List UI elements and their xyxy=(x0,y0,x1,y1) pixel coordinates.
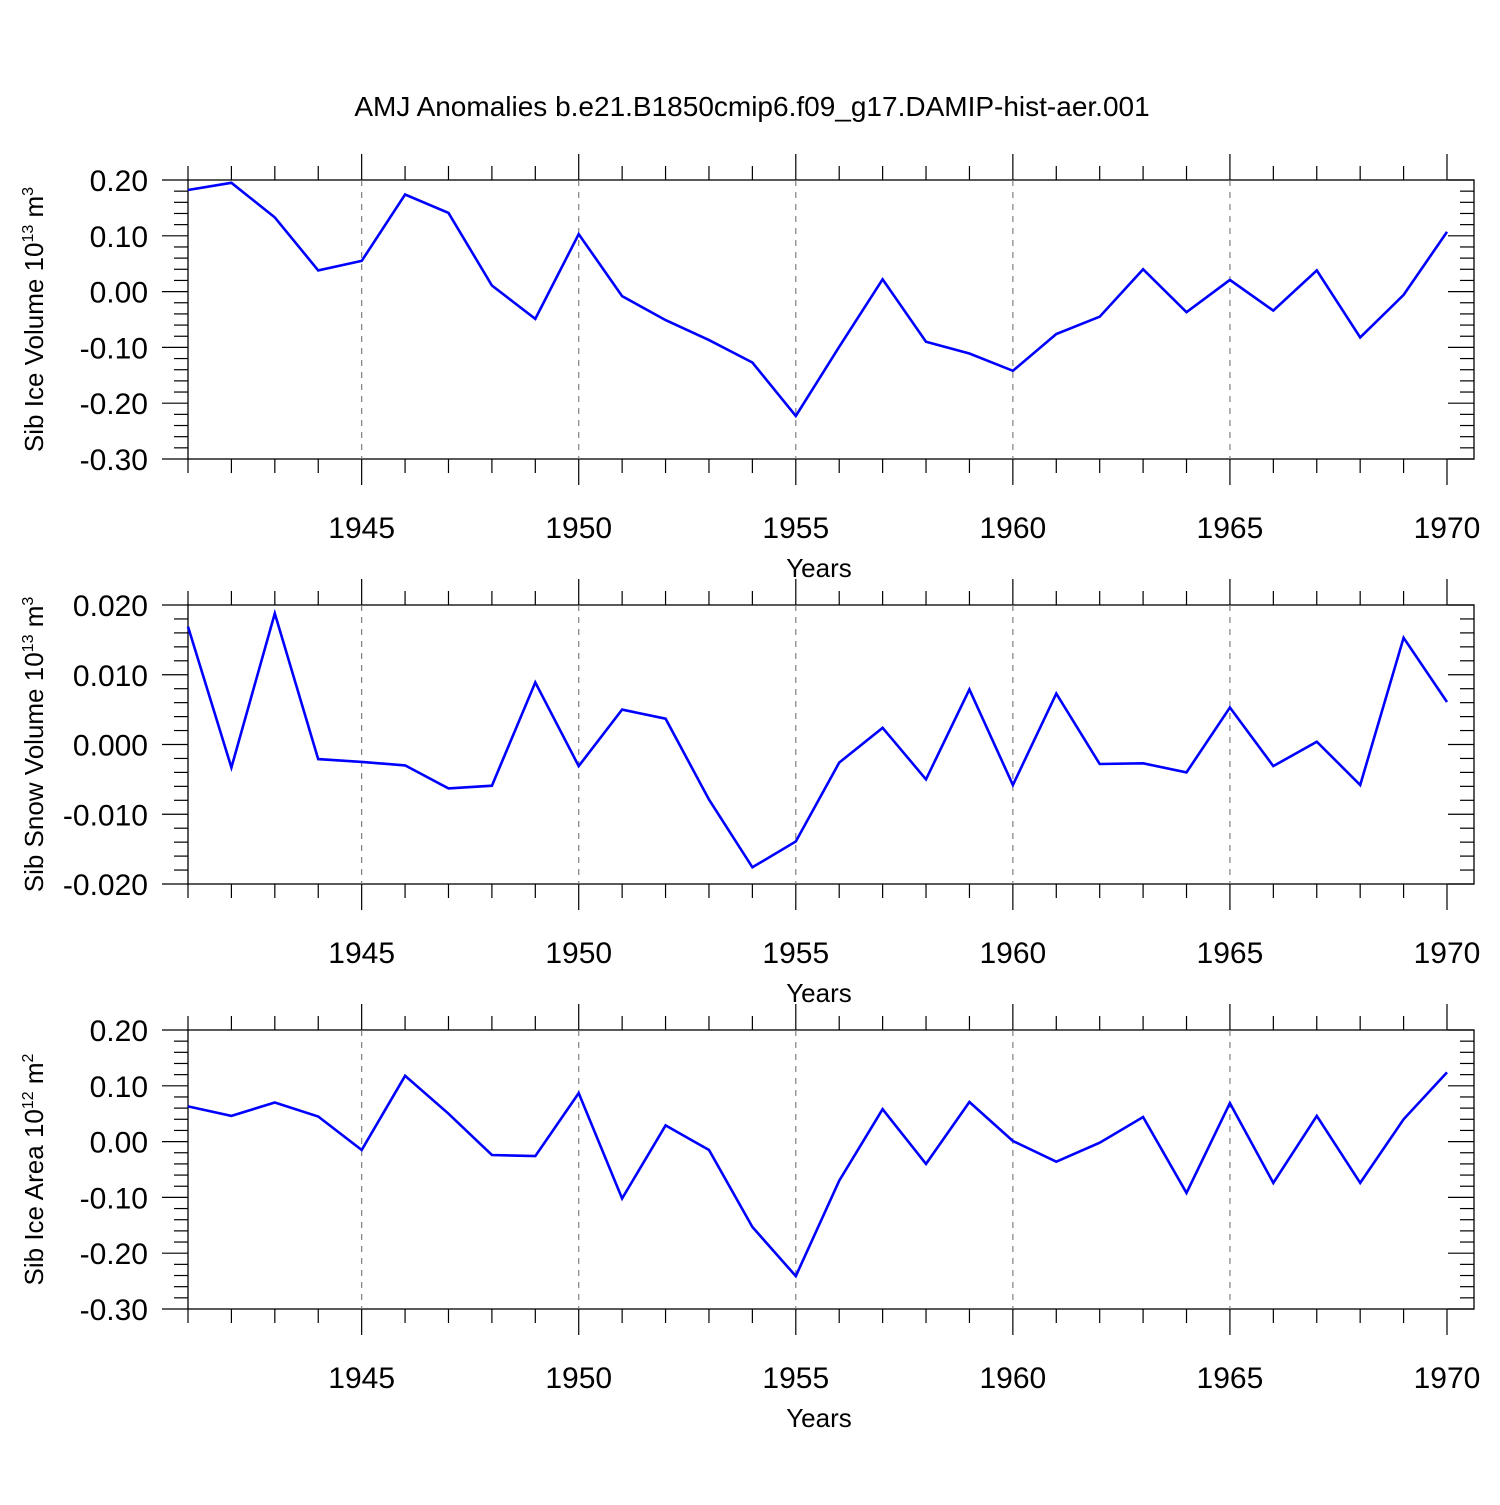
x-tick-label: 1945 xyxy=(328,512,395,545)
series-line xyxy=(188,183,1447,416)
y-axis-label-superscript: 2 xyxy=(20,1053,37,1062)
y-tick-label: -0.020 xyxy=(63,869,148,902)
x-tick-label: 1960 xyxy=(979,512,1046,545)
x-axis-label: Years xyxy=(786,553,852,583)
y-axis-label-part: Sib Ice Volume 10 xyxy=(19,243,49,453)
y-axis-label-superscript: 3 xyxy=(20,597,37,606)
series-line xyxy=(188,613,1447,867)
y-axis-label-part: m xyxy=(19,606,49,635)
x-tick-label: 1950 xyxy=(545,937,612,970)
y-tick-label: -0.30 xyxy=(80,444,148,477)
y-axis-label-superscript: 3 xyxy=(20,187,37,196)
x-axis-label: Years xyxy=(786,978,852,1008)
x-tick-label: 1955 xyxy=(762,512,829,545)
x-tick-label: 1965 xyxy=(1197,937,1264,970)
x-tick-label: 1950 xyxy=(545,512,612,545)
series-line xyxy=(188,1072,1447,1276)
x-tick-label: 1960 xyxy=(979,937,1046,970)
y-tick-label: 0.000 xyxy=(73,730,148,763)
y-tick-label: -0.10 xyxy=(80,1182,148,1215)
y-tick-label: 0.00 xyxy=(90,1127,148,1160)
x-tick-label: 1945 xyxy=(328,1362,395,1395)
x-tick-label: 1970 xyxy=(1414,1362,1481,1395)
plot-frame xyxy=(188,605,1474,884)
y-tick-label: 0.020 xyxy=(73,590,148,623)
x-tick-label: 1950 xyxy=(545,1362,612,1395)
x-tick-label: 1970 xyxy=(1414,937,1481,970)
panel-3: 0.20 0.10 0.00 -0.10 -0.20 -0.30 1945 1950 1955 1… xyxy=(19,1004,1480,1433)
x-tick-label: 1960 xyxy=(979,1362,1046,1395)
x-tick-label: 1955 xyxy=(762,1362,829,1395)
x-tick-label: 1955 xyxy=(762,937,829,970)
panel-2: 0.020 0.010 0.000 -0.010 -0.020 1945 1950 1955 1… xyxy=(19,579,1480,1008)
x-axis-label: Years xyxy=(786,1403,852,1433)
y-tick-label: 0.10 xyxy=(90,1071,148,1104)
y-tick-label: 0.20 xyxy=(90,1015,148,1048)
y-axis-label-part: m xyxy=(19,1062,49,1091)
panel-1: 0.20 0.10 0.00 -0.10 -0.20 -0.30 1945 1950 1955 1… xyxy=(19,154,1480,583)
x-tick-label: 1970 xyxy=(1414,512,1481,545)
y-tick-label: 0.20 xyxy=(90,165,148,198)
y-tick-label: -0.20 xyxy=(80,1238,148,1271)
y-tick-label: -0.30 xyxy=(80,1294,148,1327)
y-axis-label-part: Sib Snow Volume 10 xyxy=(19,652,49,892)
y-axis-label-part: m xyxy=(19,196,49,225)
y-axis-label-superscript: 12 xyxy=(20,1091,37,1109)
y-axis-label-part: Sib Ice Area 10 xyxy=(19,1109,49,1285)
y-axis-label: Sib Ice Area 1012 m2 xyxy=(19,1053,49,1285)
y-axis-label-superscript: 13 xyxy=(20,634,37,652)
y-axis-label: Sib Snow Volume 1013 m3 xyxy=(19,597,49,893)
y-tick-label: 0.010 xyxy=(73,660,148,693)
y-tick-label: 0.00 xyxy=(90,277,148,310)
y-tick-label: 0.10 xyxy=(90,221,148,254)
y-tick-label: -0.10 xyxy=(80,332,148,365)
x-tick-label: 1945 xyxy=(328,937,395,970)
x-tick-label: 1965 xyxy=(1197,1362,1264,1395)
y-tick-label: -0.20 xyxy=(80,388,148,421)
chart-title: AMJ Anomalies b.e21.B1850cmip6.f09_g17.D… xyxy=(354,91,1149,122)
x-tick-label: 1965 xyxy=(1197,512,1264,545)
plot-frame xyxy=(188,180,1474,459)
y-axis-label: Sib Ice Volume 1013 m3 xyxy=(19,187,49,452)
y-axis-label-superscript: 13 xyxy=(20,225,37,243)
y-tick-label: -0.010 xyxy=(63,799,148,832)
